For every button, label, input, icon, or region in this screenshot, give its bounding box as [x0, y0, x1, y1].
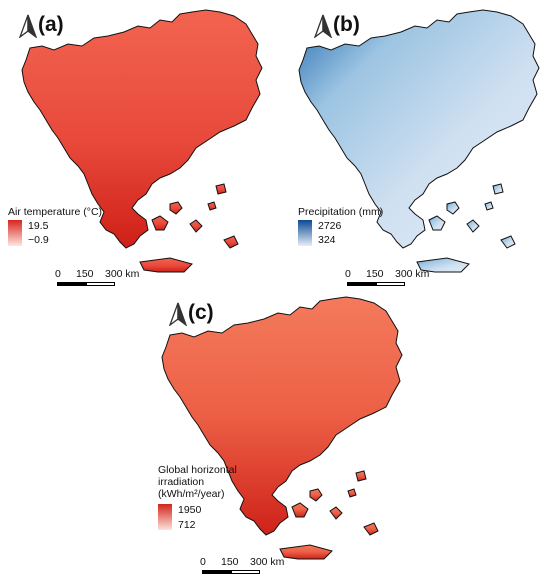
north-arrow-icon	[313, 14, 333, 38]
scale-tick: 300 km	[395, 268, 430, 280]
scale-segment	[202, 570, 231, 574]
legend-max-value: 2726	[318, 220, 342, 232]
scale-tick: 300 km	[105, 268, 140, 280]
scale-segment	[86, 282, 115, 286]
legend-title-line: irradiation	[158, 476, 205, 488]
scale-tick: 300 km	[250, 556, 285, 568]
legend-color-ramp	[8, 220, 22, 246]
north-arrow-icon	[168, 302, 188, 326]
legend-title: Precipitation (mm)	[298, 206, 384, 218]
north-arrow-icon	[18, 14, 38, 38]
scale-segment	[376, 282, 405, 286]
scale-tick: 0	[55, 268, 61, 280]
legend-max-value: 1950	[178, 504, 202, 516]
legend-air-temperature: Air temperature (°C) 19.5 −0.9	[8, 206, 138, 256]
legend-title-line: (kWh/m²/year)	[158, 488, 225, 500]
panel-precipitation: (b) Precipitation (mm) 2726 324 0 150 30…	[275, 0, 550, 290]
scale-tick: 150	[76, 268, 94, 280]
scale-tick: 0	[200, 556, 206, 568]
panel-label-a: (a)	[38, 13, 64, 36]
scale-segment	[347, 282, 376, 286]
legend-precipitation: Precipitation (mm) 2726 324	[298, 206, 428, 256]
legend-max-value: 19.5	[28, 220, 49, 232]
scale-segment	[231, 570, 260, 574]
legend-color-ramp	[298, 220, 312, 246]
panel-label-b: (b)	[333, 13, 360, 36]
scale-segment	[57, 282, 86, 286]
panel-label-c: (c)	[188, 301, 214, 324]
legend-color-ramp	[158, 504, 172, 530]
scale-tick: 150	[366, 268, 384, 280]
legend-title-line: Global horizontal	[158, 464, 237, 476]
scale-bar: 0 150 300 km	[200, 556, 322, 578]
legend-irradiation: Global horizontal irradiation (kWh/m²/ye…	[158, 464, 288, 544]
scale-tick: 0	[345, 268, 351, 280]
panel-air-temperature: (a) Air temperature (°C) 19.5 −0.9 0 150…	[0, 0, 275, 290]
scale-tick: 150	[221, 556, 239, 568]
scale-bar: 0 150 300 km	[55, 268, 177, 290]
panel-irradiation: (c) Global horizontal irradiation (kWh/m…	[140, 292, 415, 587]
legend-title: Air temperature (°C)	[8, 206, 103, 218]
legend-min-value: −0.9	[28, 234, 49, 246]
legend-min-value: 324	[318, 234, 336, 246]
scale-bar: 0 150 300 km	[345, 268, 467, 290]
legend-min-value: 712	[178, 519, 196, 531]
